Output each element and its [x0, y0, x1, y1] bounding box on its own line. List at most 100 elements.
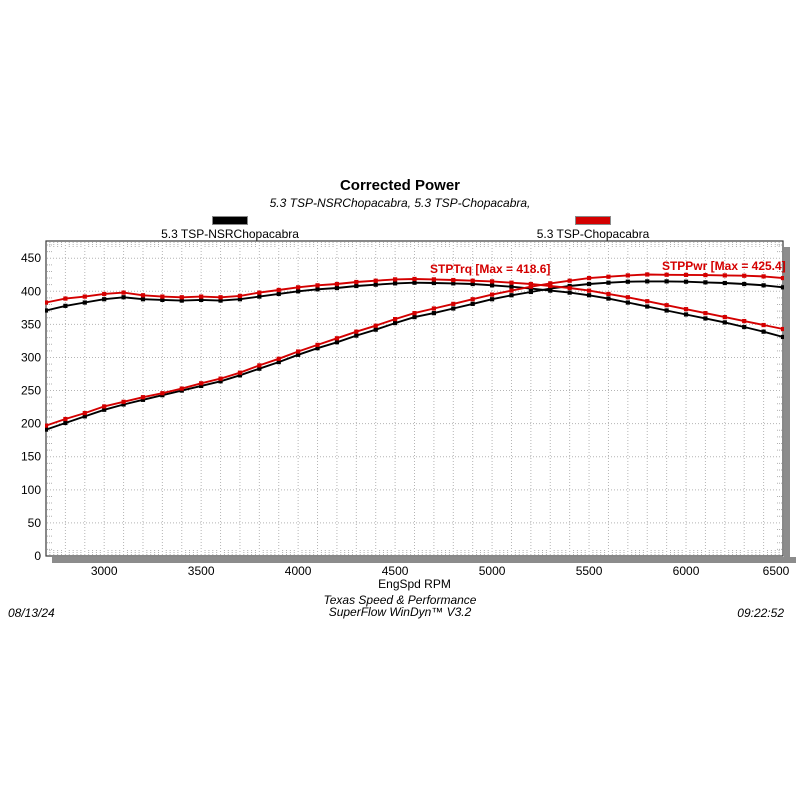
data-point [412, 280, 417, 285]
data-point [199, 383, 204, 389]
footer-center: Texas Speed & Performance SuperFlow WinD… [0, 594, 800, 618]
data-point [237, 373, 243, 378]
data-point [218, 295, 223, 300]
data-point [373, 327, 378, 332]
data-point [489, 297, 495, 302]
x-tick-label: 4000 [285, 564, 312, 578]
data-point [722, 273, 727, 278]
data-point [296, 349, 301, 354]
data-point [179, 386, 184, 391]
data-point [606, 296, 611, 301]
data-point [218, 379, 223, 384]
data-point [470, 278, 475, 283]
data-point [393, 277, 398, 282]
y-tick-label: 0 [34, 549, 41, 563]
y-tick-label: 150 [21, 450, 41, 464]
data-point [645, 279, 650, 284]
data-point [586, 275, 592, 281]
data-point [412, 315, 417, 320]
data-point [683, 272, 689, 277]
data-point [63, 416, 68, 422]
data-point [761, 283, 766, 288]
data-point [703, 280, 708, 285]
legend-label-nsrchopacabra: 5.3 TSP-NSRChopacabra [161, 227, 299, 241]
footer-company: Texas Speed & Performance [323, 593, 477, 607]
data-point [625, 273, 630, 278]
footer-date: 08/13/24 [8, 606, 55, 620]
x-axis-label: EngSpd RPM [378, 577, 451, 591]
data-point [606, 274, 611, 279]
data-point [683, 307, 689, 312]
data-point [45, 300, 49, 305]
legend-swatch-red [575, 216, 611, 225]
data-point [63, 303, 68, 308]
data-point [431, 311, 436, 316]
y-tick-label: 400 [21, 284, 41, 298]
data-point [373, 278, 378, 283]
data-point [63, 296, 68, 301]
data-point [703, 316, 708, 321]
footer-software: SuperFlow WinDyn™ V3.2 [328, 605, 472, 619]
data-point [218, 376, 223, 381]
data-point [237, 370, 243, 375]
data-point [45, 308, 49, 313]
data-point [645, 299, 650, 304]
data-point [431, 277, 436, 282]
data-point [160, 294, 165, 299]
data-point [82, 300, 87, 305]
data-point [102, 407, 107, 412]
data-point [780, 326, 784, 332]
data-point [354, 279, 359, 285]
legend-entry-nsrchopacabra: 5.3 TSP-NSRChopacabra [130, 216, 330, 241]
y-tick-label: 250 [21, 384, 41, 398]
data-point [451, 277, 456, 283]
max-annotation: STPPwr [Max = 425.4] [662, 259, 786, 273]
data-point [296, 285, 301, 290]
data-point [664, 303, 669, 308]
data-point [742, 318, 747, 324]
data-point [645, 272, 650, 277]
data-point [45, 423, 49, 428]
data-point [683, 279, 689, 284]
tick-labels: 3000 3500 4000 4500 5000 5500 6000 6500 0 50 100 15… [21, 251, 790, 578]
series-group [45, 272, 784, 432]
x-tick-label: 3000 [91, 564, 118, 578]
data-point [703, 311, 708, 316]
y-tick-label: 450 [21, 251, 41, 265]
plot-border [45, 240, 784, 557]
data-point [140, 397, 146, 402]
data-point [199, 381, 204, 386]
data-point [509, 280, 514, 285]
data-point [393, 320, 398, 326]
data-point [63, 420, 68, 426]
data-point [625, 295, 630, 300]
data-point [354, 283, 359, 289]
footer-time: 09:22:52 [737, 606, 784, 620]
data-point [703, 272, 708, 278]
data-point [354, 333, 359, 338]
data-point [160, 391, 165, 396]
data-point [334, 336, 340, 341]
data-point [140, 297, 146, 302]
data-point [509, 293, 514, 298]
y-tick-label: 300 [21, 350, 41, 364]
x-tick-label: 3500 [188, 564, 215, 578]
data-point [140, 395, 146, 400]
data-point [586, 281, 592, 287]
data-point [179, 295, 184, 300]
legend-label-chopacabra: 5.3 TSP-Chopacabra [536, 227, 650, 241]
data-point [140, 293, 146, 298]
data-point [315, 342, 320, 347]
data-point [276, 291, 281, 297]
data-point [586, 288, 592, 293]
data-point [470, 281, 475, 287]
data-point [722, 320, 727, 325]
data-point [276, 356, 281, 361]
data-point [257, 290, 262, 295]
data-point [296, 352, 301, 357]
data-point [567, 290, 572, 295]
data-point [606, 280, 611, 285]
data-point [199, 297, 204, 302]
gridlines [47, 242, 782, 555]
plot-shadow-right [784, 247, 790, 563]
